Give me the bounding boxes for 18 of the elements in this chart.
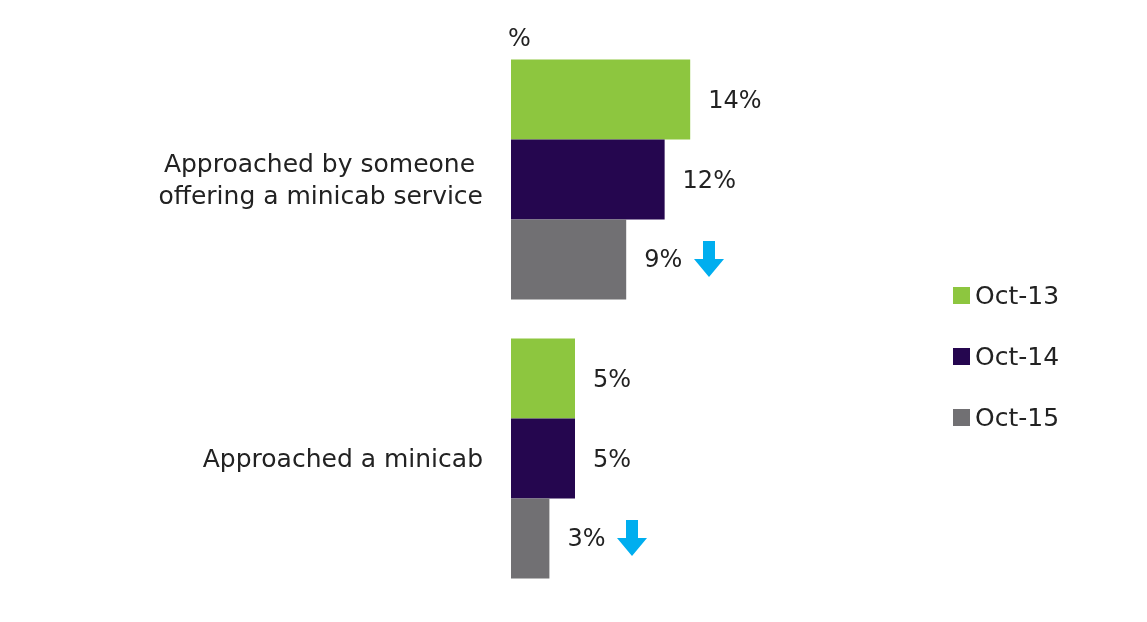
data-label: 9% <box>644 245 683 274</box>
legend-label: Oct-14 <box>975 342 1060 371</box>
annotation: % <box>508 24 531 52</box>
bar <box>511 418 575 499</box>
data-label: 14% <box>708 85 762 114</box>
legend-label: Oct-15 <box>975 403 1060 432</box>
bar <box>511 498 550 579</box>
bar <box>511 338 575 419</box>
data-label: 12% <box>682 165 736 194</box>
data-label: 3% <box>567 524 606 553</box>
bar <box>511 139 665 220</box>
legend-label: Oct-13 <box>975 281 1060 310</box>
data-label: 5% <box>593 364 632 393</box>
data-label: 5% <box>593 444 632 473</box>
bar <box>511 219 627 300</box>
bar <box>511 59 691 140</box>
y-tick-label: Approached a minicab <box>202 444 483 473</box>
y-tick-label: Approached by someone offering a minicab service <box>158 149 483 210</box>
